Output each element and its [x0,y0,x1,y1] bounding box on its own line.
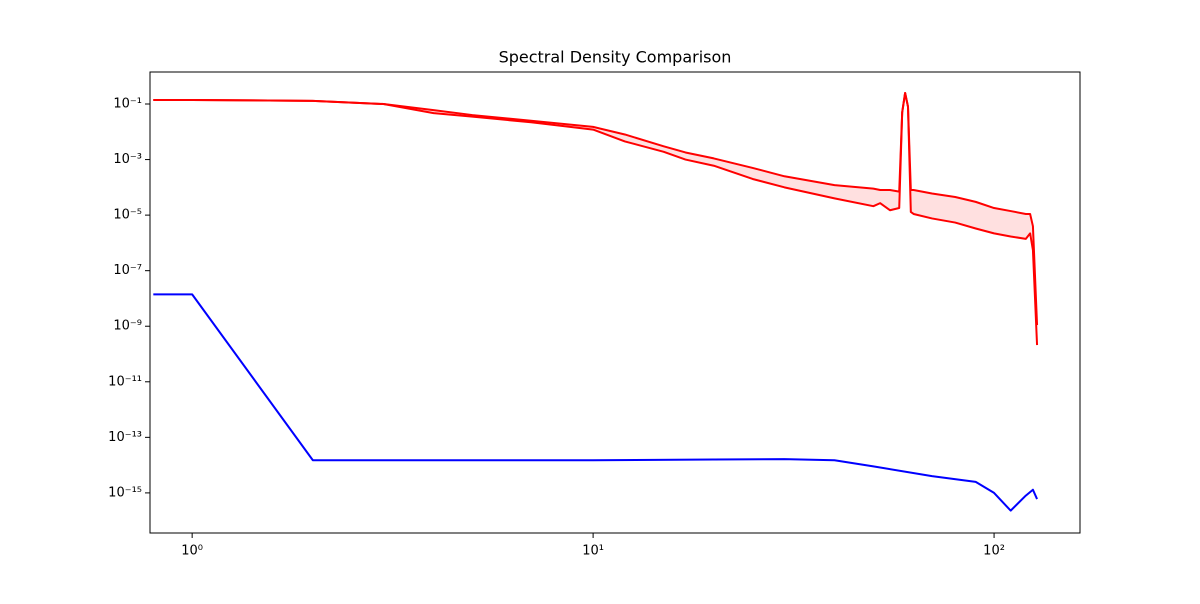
series-line [153,91,1039,326]
y-tick-label: 10⁻⁵ [113,208,142,223]
x-tick-label: 10² [983,544,1005,559]
y-tick-label: 10⁻¹³ [108,430,142,445]
series-line [153,293,1038,512]
y-tick-label: 10⁻⁹ [113,319,142,334]
x-tick-label: 10⁰ [181,544,203,559]
plot-area [153,91,1039,512]
y-tick-label: 10⁻¹¹ [108,374,142,389]
x-tick-label: 10¹ [582,544,604,559]
y-tick-label: 10⁻³ [113,152,142,167]
y-tick-label: 10⁻¹ [113,97,142,112]
y-tick-label: 10⁻⁷ [113,263,142,278]
y-tick-label: 10⁻¹⁵ [108,485,142,500]
axes-frame [149,71,1081,534]
chart-title: Spectral Density Comparison [499,48,732,67]
series-line [153,91,1039,346]
